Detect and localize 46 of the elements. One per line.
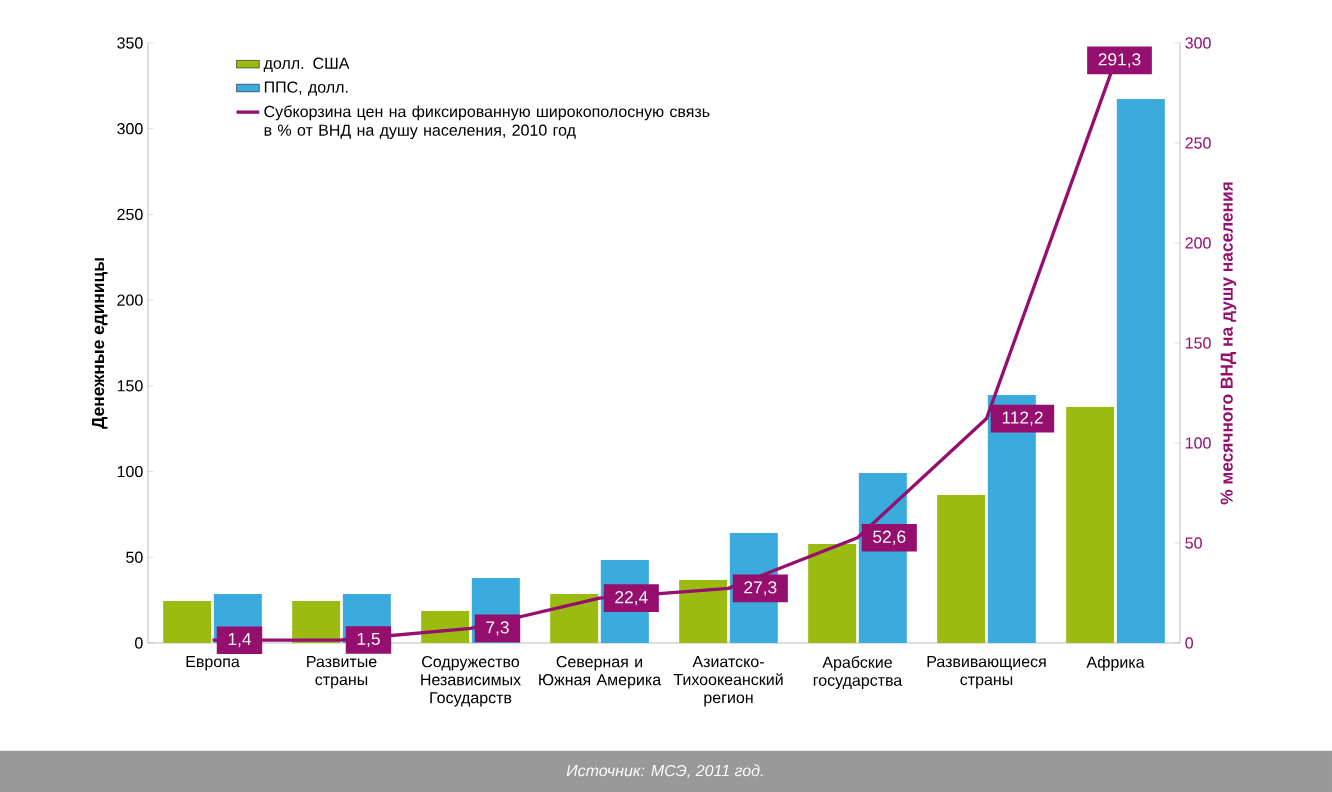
data-label: 1,5 xyxy=(357,632,380,648)
x-tick-label: Азиатско-Тихоокеанский регион xyxy=(673,656,783,707)
bar xyxy=(1116,98,1165,643)
y-tick-label: 0 xyxy=(135,637,143,649)
y-tick-label: 150 xyxy=(117,380,143,392)
x-tick-label: Содружество Независимых Государств xyxy=(421,656,521,707)
y-tick-label: 200 xyxy=(117,294,143,306)
bar xyxy=(808,543,857,643)
y2-tick-label: 100 xyxy=(1185,437,1211,449)
y-tick-label: 250 xyxy=(117,208,143,221)
y2-tick-label: 150 xyxy=(1185,337,1211,349)
y-axis-title: Денежные единицы xyxy=(92,258,108,429)
y2-tick-label: 0 xyxy=(1185,637,1193,649)
data-label: 1,4 xyxy=(228,633,252,648)
y2-axis-title: % месячного ВНД на душу населения xyxy=(1220,182,1237,505)
data-label: 7,3 xyxy=(486,621,509,636)
x-tick-label: Африка xyxy=(1086,656,1145,671)
bar xyxy=(163,600,212,643)
y2-tick-label: 50 xyxy=(1185,537,1202,549)
y-tick-label: 50 xyxy=(126,551,143,563)
bar xyxy=(937,495,986,643)
legend-label: долл. США xyxy=(263,57,350,72)
y-tick-label: 350 xyxy=(117,37,143,49)
data-label: 112,2 xyxy=(1002,411,1043,426)
data-label: 22,4 xyxy=(615,591,648,606)
text: Источник: МСЭ, 2011 год. xyxy=(566,764,763,779)
bar xyxy=(292,600,341,643)
y2-tick-label: 300 xyxy=(1185,37,1211,49)
legend-label: Субкорзина цен на фиксированную широкополосную связь в % от ВНД на душу населения, 2010 год xyxy=(264,105,710,139)
x-tick-label: Северная и Южная Америка xyxy=(539,656,662,689)
y2-tick-label: 200 xyxy=(1185,237,1211,249)
data-label: 52,6 xyxy=(873,530,906,545)
y-tick-label: 100 xyxy=(117,465,143,478)
x-tick-label: Европа xyxy=(186,656,240,671)
bar xyxy=(1066,406,1115,643)
x-tick-label: Развивающиеся страны xyxy=(927,656,1046,689)
y-tick-label: 300 xyxy=(117,123,143,135)
data-label: 291,3 xyxy=(1098,53,1141,68)
bar xyxy=(421,610,470,643)
legend-label: ППС, долл. xyxy=(264,81,348,96)
x-tick-label: Развитые страны xyxy=(307,656,377,689)
bar xyxy=(550,593,599,643)
bar xyxy=(679,579,728,643)
y2-tick-label: 250 xyxy=(1185,137,1211,149)
data-label: 27,3 xyxy=(744,581,777,596)
x-tick-label: Арабские государства xyxy=(813,656,903,690)
